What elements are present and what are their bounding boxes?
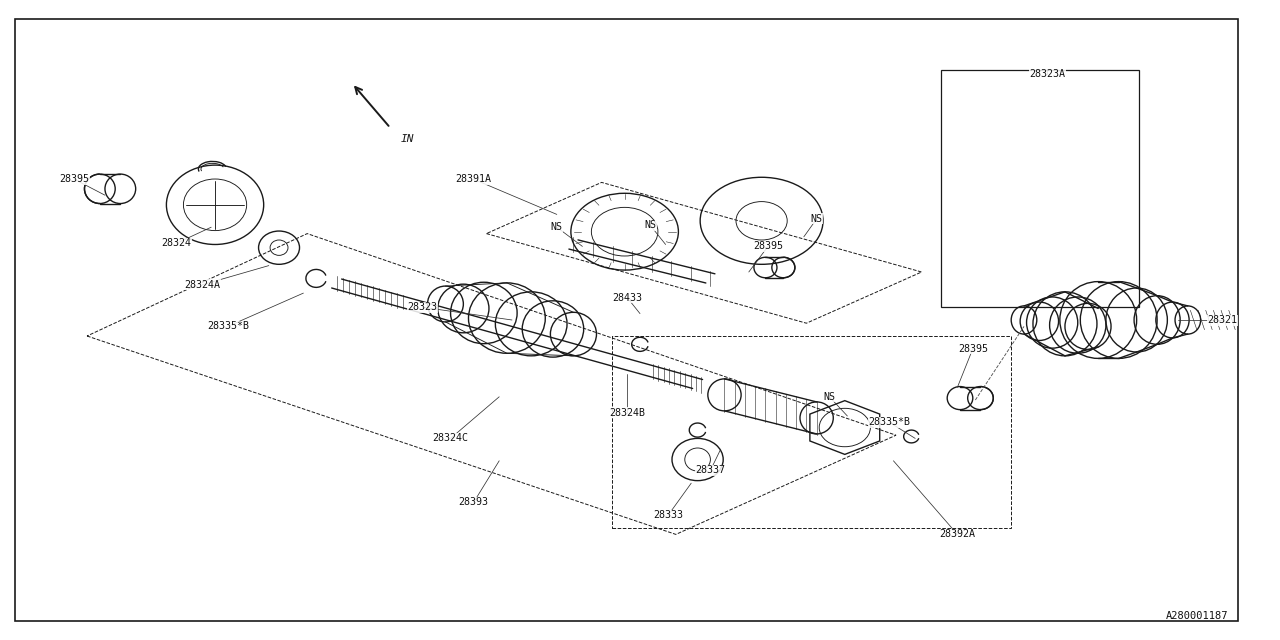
Text: A280001187: A280001187 — [1166, 611, 1229, 621]
Text: NS: NS — [550, 222, 563, 232]
Text: NS: NS — [823, 392, 836, 402]
Text: 28321: 28321 — [1207, 315, 1238, 325]
Text: 28433: 28433 — [612, 292, 643, 303]
Text: 28323: 28323 — [407, 302, 438, 312]
Text: 28392A: 28392A — [940, 529, 975, 540]
Text: 28395: 28395 — [957, 344, 988, 354]
Text: 28393: 28393 — [458, 497, 489, 508]
Text: 28335*B: 28335*B — [869, 417, 910, 428]
Text: 28335*B: 28335*B — [207, 321, 248, 332]
Text: 28337: 28337 — [695, 465, 726, 476]
Text: NS: NS — [644, 220, 657, 230]
Text: 28324B: 28324B — [609, 408, 645, 418]
Text: 28391A: 28391A — [456, 174, 492, 184]
Text: 28324A: 28324A — [184, 280, 220, 290]
Bar — [941, 70, 1139, 307]
Text: IN: IN — [401, 134, 415, 145]
Text: 28323A: 28323A — [1029, 68, 1065, 79]
Text: 28324C: 28324C — [433, 433, 468, 444]
Text: 28395: 28395 — [753, 241, 783, 252]
Text: NS: NS — [810, 214, 823, 224]
Text: 28333: 28333 — [653, 510, 684, 520]
Text: 28324: 28324 — [161, 238, 192, 248]
Text: 28395: 28395 — [59, 174, 90, 184]
